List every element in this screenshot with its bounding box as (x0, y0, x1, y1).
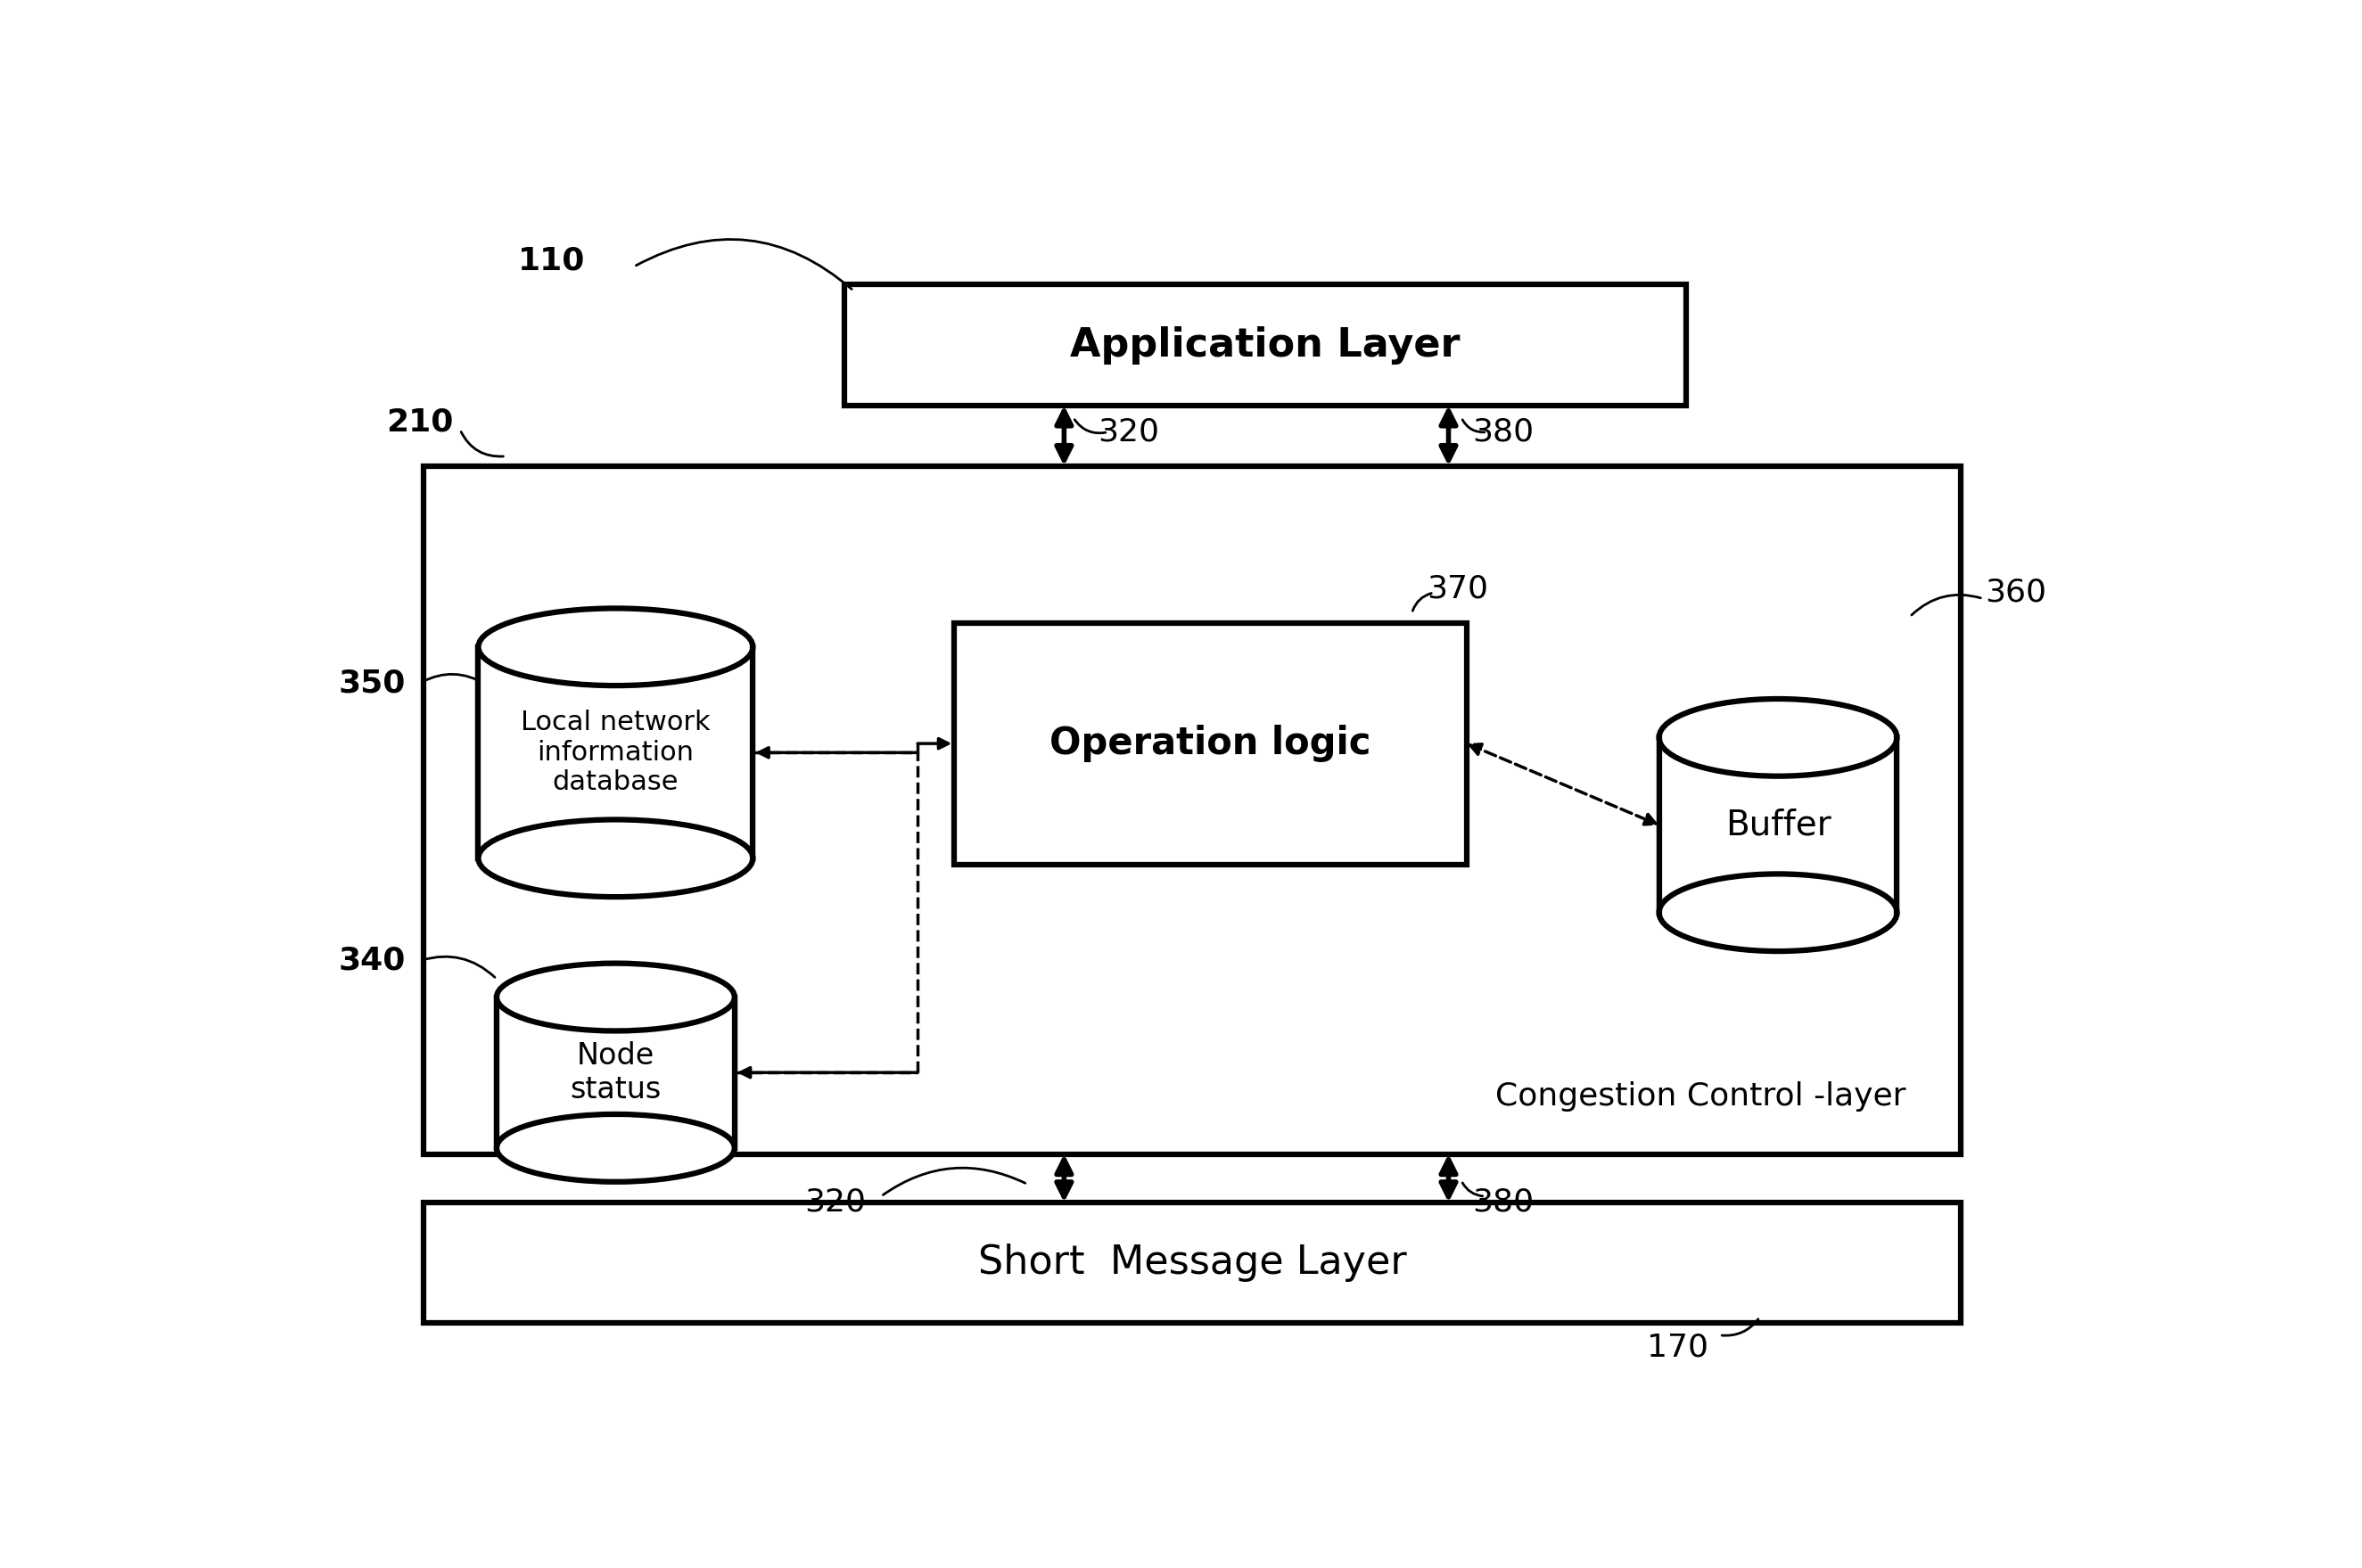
Bar (496, 997, 735, 1148)
Bar (1658, 737, 1897, 913)
Ellipse shape (1658, 873, 1897, 952)
Text: Operation logic: Operation logic (1049, 724, 1372, 762)
Text: Buffer: Buffer (1724, 808, 1831, 842)
Text: 320: 320 (805, 1187, 867, 1217)
Text: Local network
information
database: Local network information database (520, 710, 711, 795)
Ellipse shape (477, 608, 753, 685)
Text: 380: 380 (1472, 1187, 1535, 1217)
Ellipse shape (496, 963, 735, 1030)
FancyBboxPatch shape (423, 1203, 1960, 1323)
FancyBboxPatch shape (954, 622, 1467, 864)
Ellipse shape (496, 1115, 735, 1182)
Bar (479, 648, 751, 858)
Text: Node
status: Node status (569, 1041, 661, 1104)
Text: 210: 210 (385, 408, 454, 437)
Bar (477, 648, 753, 858)
Bar (1660, 737, 1894, 913)
Bar (498, 997, 732, 1148)
Text: 110: 110 (517, 246, 586, 276)
Text: 370: 370 (1427, 574, 1488, 604)
Text: 320: 320 (1098, 417, 1160, 447)
Ellipse shape (477, 820, 753, 897)
Text: Short  Message Layer: Short Message Layer (978, 1243, 1405, 1283)
Text: 380: 380 (1472, 417, 1535, 447)
Text: 170: 170 (1646, 1333, 1708, 1363)
FancyBboxPatch shape (846, 285, 1686, 406)
Text: Application Layer: Application Layer (1070, 326, 1460, 364)
Text: Congestion Control -layer: Congestion Control -layer (1495, 1082, 1906, 1112)
Text: 340: 340 (338, 946, 406, 975)
Ellipse shape (1658, 699, 1897, 776)
FancyBboxPatch shape (423, 466, 1960, 1154)
Text: 360: 360 (1984, 577, 2048, 608)
Text: 350: 350 (338, 668, 406, 698)
